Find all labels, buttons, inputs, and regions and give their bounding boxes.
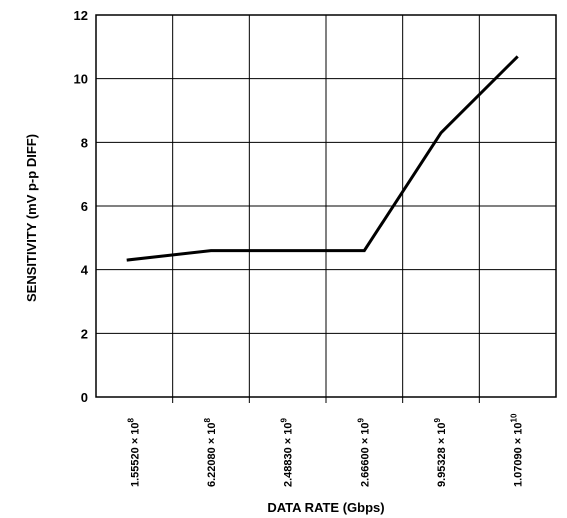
- y-tick-label: 0: [81, 390, 88, 405]
- y-tick-label: 6: [81, 199, 88, 214]
- y-tick-label: 2: [81, 326, 88, 341]
- y-tick-label: 10: [74, 72, 88, 87]
- y-tick-label: 12: [74, 8, 88, 23]
- x-tick-label: 1.07090 × 1010: [510, 413, 525, 487]
- y-tick-label: 8: [81, 135, 88, 150]
- grid-lines: [96, 14, 556, 403]
- series-line: [126, 55, 519, 262]
- x-tick-label: 6.22080 × 108: [203, 417, 218, 487]
- x-tick-label: 9.95328 × 109: [433, 417, 448, 487]
- y-tick-labels: 0 2 4 6 8 10 12: [74, 8, 89, 405]
- x-tick-label: 2.66600 × 109: [356, 417, 371, 487]
- y-axis-title: SENSITIVITY (mV p-p DIFF): [24, 134, 39, 302]
- x-tick-label: 2.48830 × 109: [280, 417, 295, 487]
- x-axis-title: DATA RATE (Gbps): [267, 500, 384, 515]
- x-tick-label: 1.55520 × 108: [126, 417, 141, 487]
- y-tick-label: 4: [81, 263, 89, 278]
- plot-frame: [95, 14, 557, 398]
- x-tick-labels: 1.55520 × 108 6.22080 × 108 2.48830 × 109 2…: [126, 413, 524, 487]
